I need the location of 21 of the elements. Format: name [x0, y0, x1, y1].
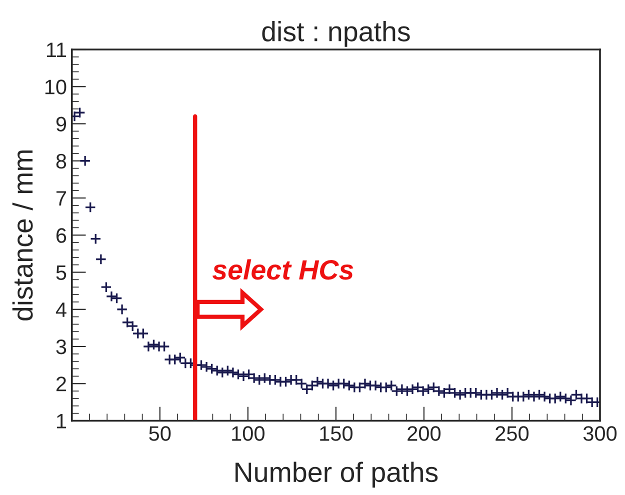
- y-tick-label: 5: [56, 265, 66, 280]
- x-tick-label: 50: [149, 426, 171, 441]
- y-tick-label: 2: [56, 376, 66, 392]
- x-tick-label: 300: [583, 426, 617, 441]
- y-tick-label: 1: [57, 414, 66, 428]
- y-tick-label: 6: [56, 228, 66, 243]
- y-tick-label: 11: [46, 42, 66, 58]
- y-tick-label: 4: [56, 302, 66, 317]
- x-tick-label: 200: [408, 426, 441, 441]
- x-axis-title: Number of paths: [236, 462, 438, 488]
- x-tick-label: 150: [320, 426, 353, 441]
- x-tick-label: 250: [496, 426, 529, 441]
- annotation: select HCs: [212, 259, 354, 280]
- y-tick-label: 7: [56, 191, 66, 206]
- y-tick-label: 10: [45, 80, 66, 94]
- chart-title: dist : npaths: [262, 21, 410, 47]
- y-tick-label: 3: [56, 340, 66, 354]
- y-axis-title: distance / mm: [12, 150, 33, 320]
- x-tick-label: 100: [232, 426, 264, 441]
- y-tick-label: 9: [56, 116, 66, 132]
- y-tick-label: 8: [56, 154, 66, 169]
